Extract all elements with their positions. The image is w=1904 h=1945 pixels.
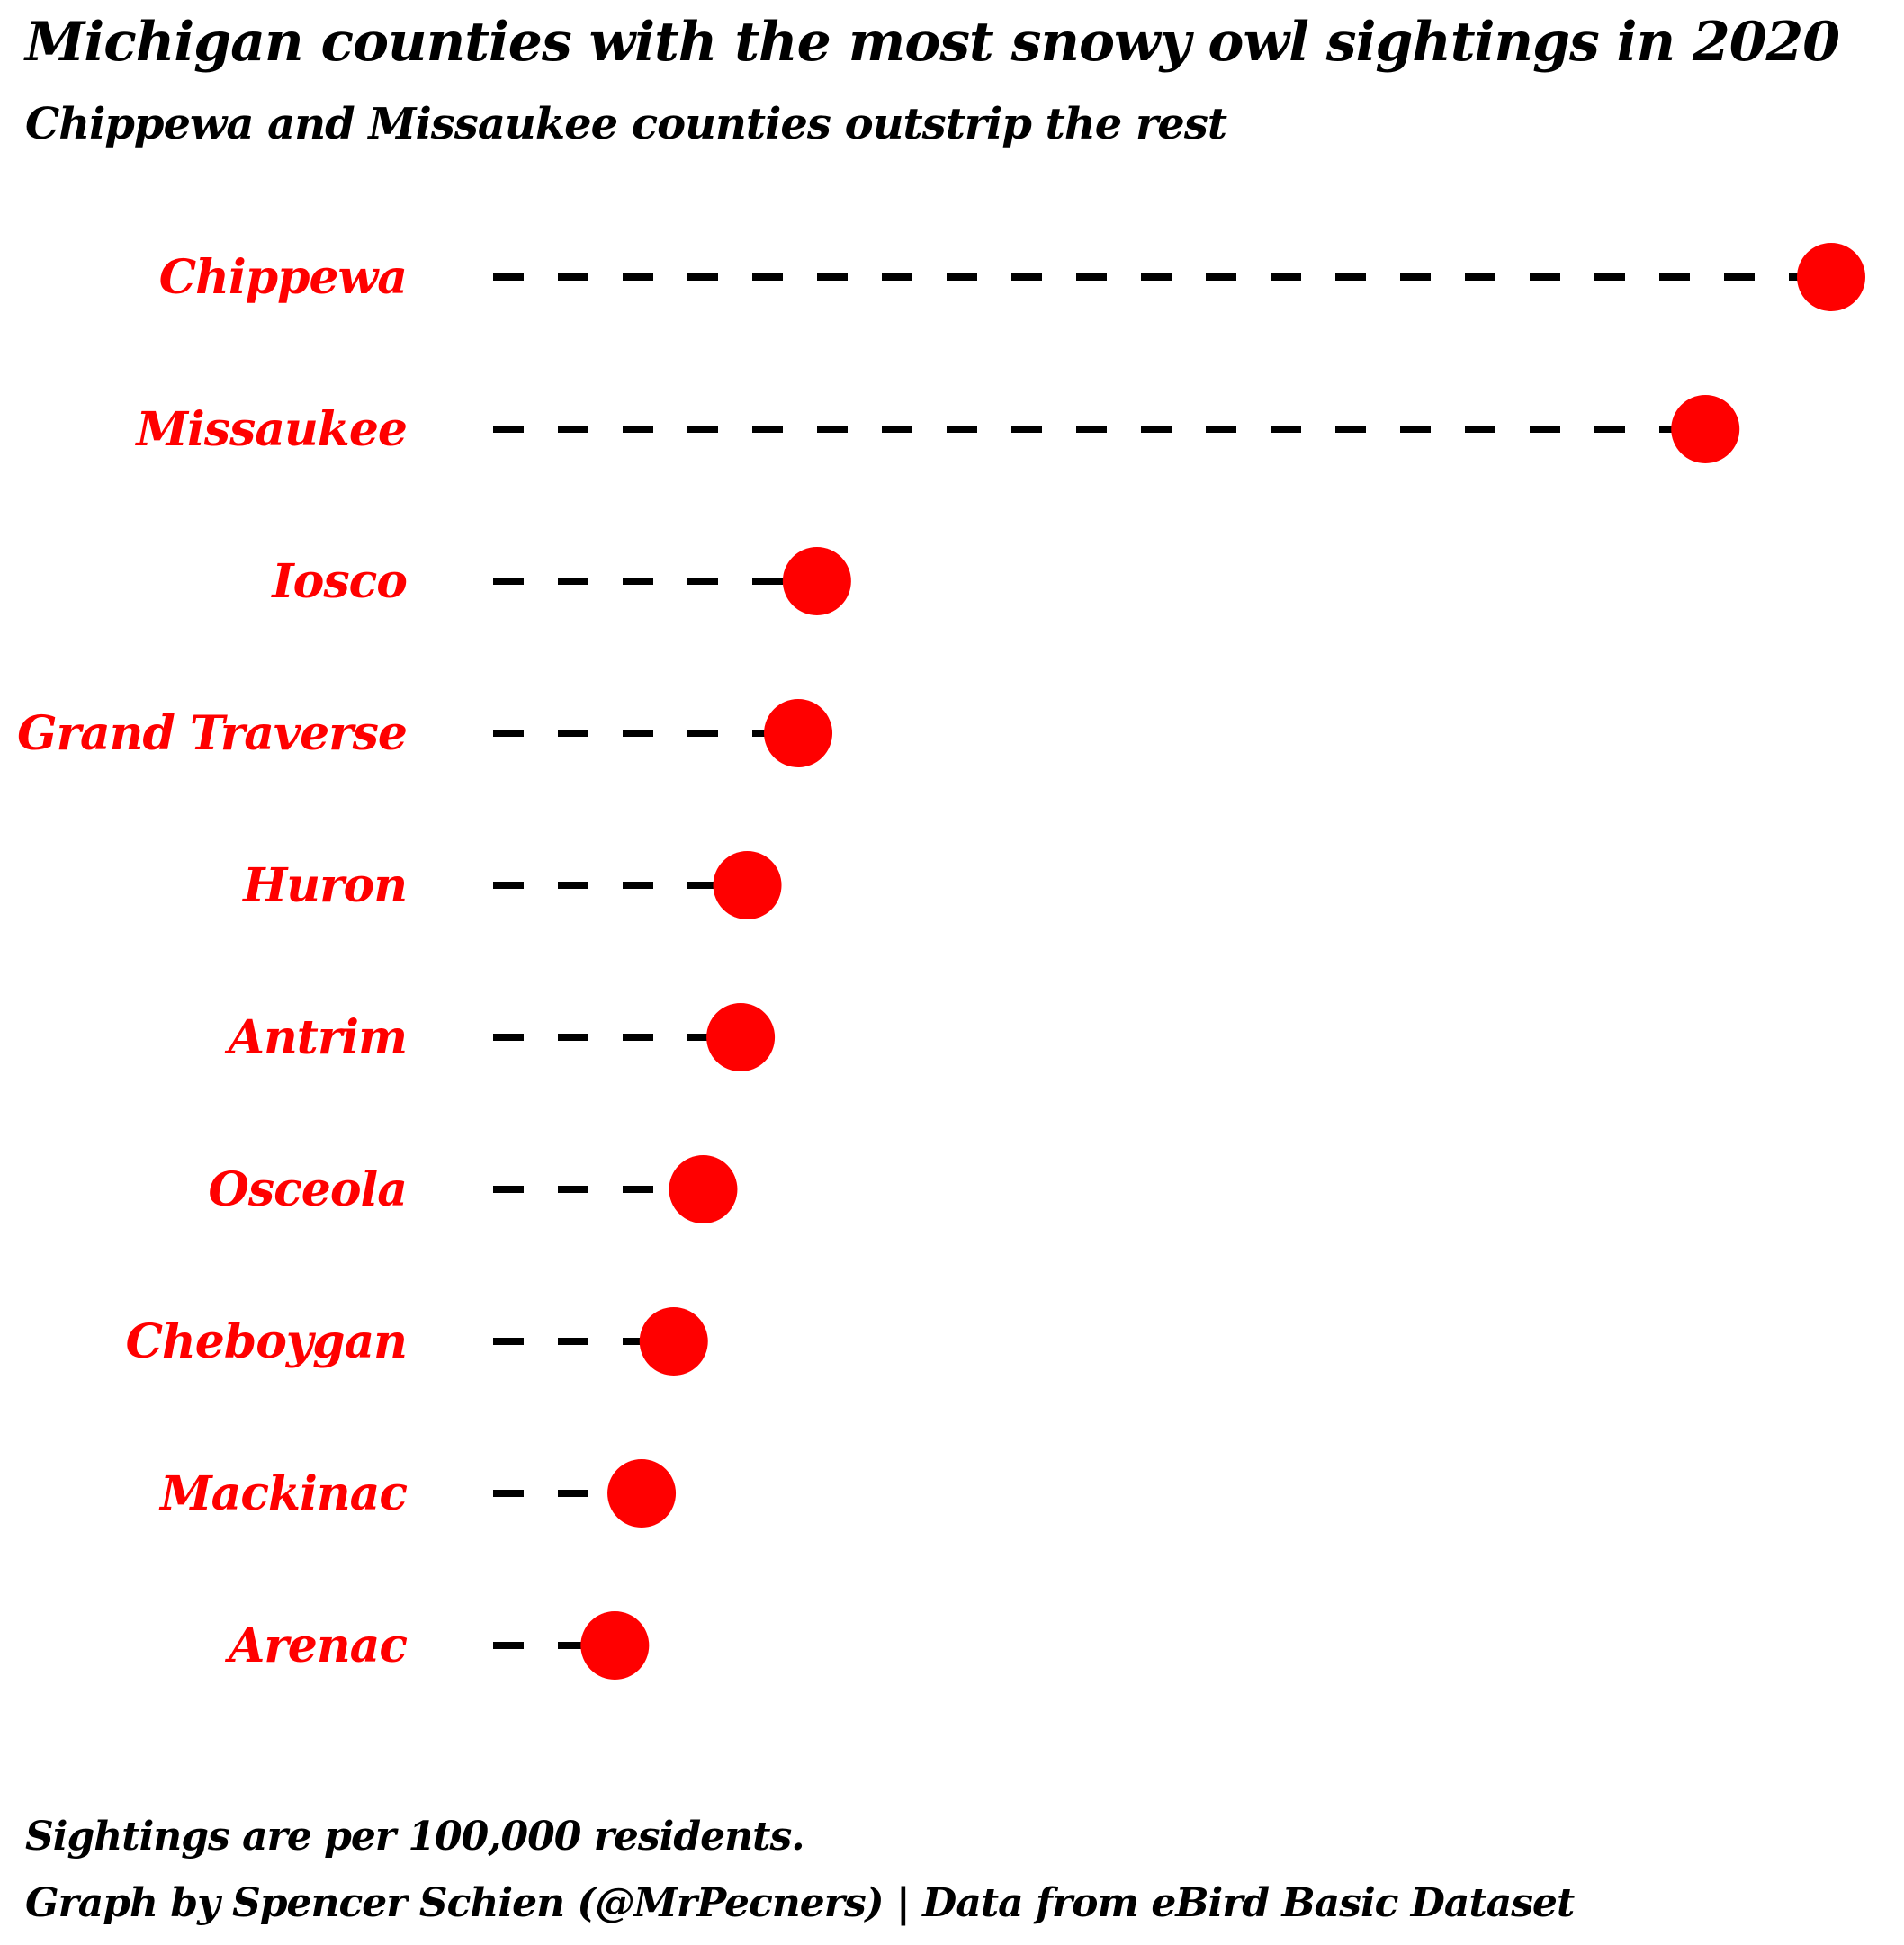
segments-layer [493, 273, 1831, 1649]
chart-subtitle: Chippewa and Missaukee counties outstrip… [25, 99, 1227, 149]
category-label-grand-traverse: Grand Traverse [17, 706, 407, 761]
category-label-chippewa: Chippewa [159, 250, 407, 305]
category-label-osceola: Osceola [209, 1162, 407, 1217]
category-label-missaukee: Missaukee [134, 402, 407, 457]
point-iosco [782, 547, 851, 615]
point-missaukee [1671, 395, 1740, 463]
chart-title: Michigan counties with the most snowy ow… [25, 11, 1840, 74]
points-layer [580, 243, 1865, 1680]
category-label-huron: Huron [241, 858, 407, 913]
category-label-antrim: Antrim [224, 1010, 407, 1065]
caption-credit: Graph by Spencer Schien (@MrPecners) | D… [25, 1880, 1575, 1926]
point-chippewa [1797, 243, 1865, 311]
category-label-iosco: Iosco [270, 554, 407, 609]
point-osceola [669, 1155, 738, 1223]
point-grand-traverse [764, 699, 833, 767]
category-labels-layer: Chippewa Missaukee Iosco Grand Traverse Huro… [17, 250, 408, 1673]
caption-note: Sightings are per 100,000 residents. [25, 1814, 805, 1860]
category-label-arenac: Arenac [224, 1618, 407, 1673]
point-mackinac [607, 1459, 677, 1528]
point-huron [713, 851, 782, 919]
point-cheboygan [639, 1307, 708, 1376]
point-arenac [580, 1611, 650, 1680]
category-label-cheboygan: Cheboygan [126, 1314, 407, 1369]
point-antrim [706, 1003, 776, 1071]
category-label-mackinac: Mackinac [158, 1466, 407, 1521]
